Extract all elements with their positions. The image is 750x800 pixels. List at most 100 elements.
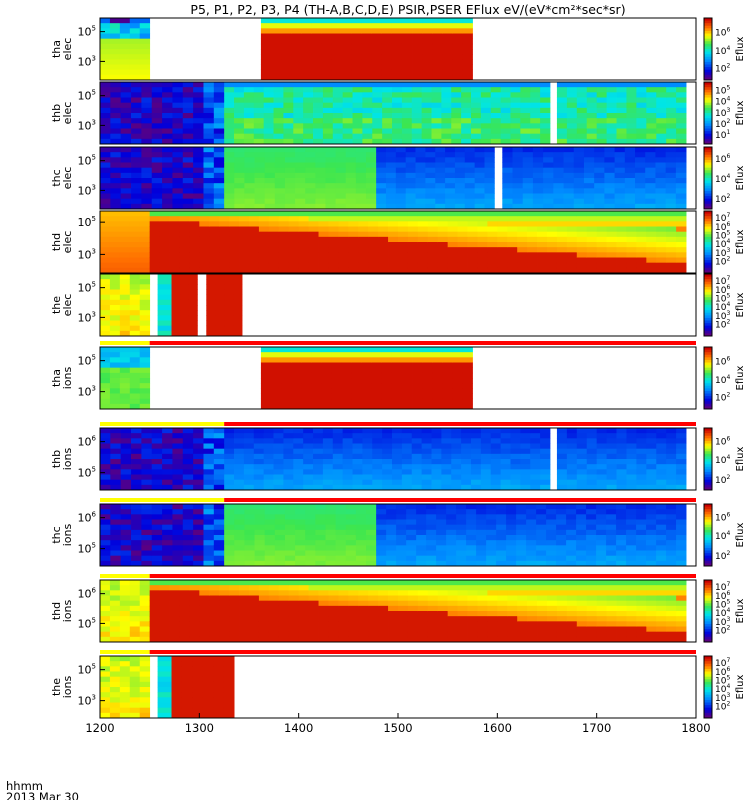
spectrogram-segment — [157, 274, 172, 337]
spectrogram-segment — [376, 504, 687, 567]
spectrogram-segment — [157, 656, 172, 719]
y-tick-label: 103 — [78, 54, 96, 68]
panel-frame — [99, 210, 697, 274]
y-tick-label: 106 — [78, 511, 97, 525]
colorbar-tick-label: 104 — [715, 45, 730, 57]
y-tick-label: 105 — [78, 89, 96, 103]
y-axis-label: thdions — [50, 599, 74, 622]
spectrogram-segment — [556, 82, 687, 145]
y-tick-label: 103 — [78, 118, 96, 132]
colorbar-tick-label: 102 — [715, 63, 730, 75]
y-axis-label: thbelec — [50, 102, 74, 125]
colorbar-tick-label: 106 — [715, 666, 730, 678]
colorbar-tick-label: 102 — [715, 474, 730, 486]
colorbar-tick-label: 103 — [715, 616, 730, 628]
colorbar-tick-label: 101 — [715, 129, 730, 141]
colorbar-tick-label: 103 — [715, 107, 730, 119]
panel-frame — [99, 273, 697, 337]
colorbar-tick-label: 103 — [715, 310, 730, 322]
colorbar-unit-label: Eflux — [735, 365, 746, 390]
y-tick-label: 105 — [78, 616, 96, 630]
y-tick-label: 103 — [78, 385, 96, 399]
colorbar-tick-label: 104 — [715, 454, 730, 466]
flag-bar-red — [149, 574, 696, 578]
colorbar-tick-label: 104 — [715, 607, 730, 619]
colorbar-tick-label: 104 — [715, 173, 730, 185]
colorbar-tick-label: 105 — [715, 293, 730, 305]
panel-tha-elec: 105 103 thaelec 106 104 102 Eflux — [50, 17, 746, 81]
colorbar-tick-label: 102 — [715, 118, 730, 130]
spectrogram-segment — [100, 347, 151, 410]
spectrogram-segment — [149, 211, 687, 274]
colorbar-tick-label: 106 — [715, 590, 730, 602]
spectrogram-segment — [100, 82, 225, 145]
panels-group: 105 103 thaelec 106 104 102 Eflux 105 103 thbelec… — [50, 17, 746, 719]
figure-title: P5, P1, P2, P3, P4 (TH-A,B,C,D,E) PSIR,P… — [190, 2, 625, 17]
spectrogram-segment — [376, 147, 495, 210]
spectrogram-segment — [224, 82, 551, 145]
y-axis-label: thaelec — [50, 38, 74, 61]
spectrogram-segment — [206, 274, 243, 337]
colorbar-tick-label: 106 — [715, 356, 730, 368]
colorbar-tick-label: 103 — [715, 247, 730, 259]
spectrogram-segment — [502, 147, 687, 210]
flag-bar-yellow — [100, 498, 225, 502]
panel-thb-ions: 106 105 thbions 106 104 102 Eflux — [50, 422, 746, 491]
y-tick-label: 105 — [78, 354, 96, 368]
x-tick-label: 1700 — [582, 721, 611, 735]
flag-bar-yellow — [100, 650, 150, 654]
y-tick-label: 105 — [78, 542, 96, 556]
colorbar-unit-label: Eflux — [735, 165, 746, 190]
colorbar-tick-label: 102 — [715, 392, 730, 404]
flag-bar-yellow — [100, 422, 225, 426]
colorbar-unit-label: Eflux — [735, 598, 746, 623]
colorbar-tick-label: 102 — [715, 550, 730, 562]
x-tick-label: 1400 — [284, 721, 313, 735]
spectrogram-segment — [260, 18, 473, 81]
colorbar-tick-label: 105 — [715, 230, 730, 242]
flag-bar-red — [149, 341, 696, 345]
flag-bar-red — [224, 498, 696, 502]
panel-frame — [99, 579, 697, 643]
y-tick-label: 106 — [78, 435, 97, 449]
y-axis-label: thcions — [50, 523, 74, 546]
colorbar-tick-label: 107 — [715, 275, 730, 287]
colorbar-tick-label: 103 — [715, 692, 730, 704]
colorbar-unit-label: Eflux — [735, 674, 746, 699]
panel-thc-ions: 106 105 thcions 106 104 102 Eflux — [50, 498, 746, 567]
colorbar-tick-label: 104 — [715, 301, 730, 313]
y-tick-label: 105 — [78, 25, 96, 39]
spectrogram-segment — [171, 274, 198, 337]
spectrogram-segment — [100, 18, 151, 81]
spectrogram-segment — [100, 274, 151, 337]
panel-frame — [99, 346, 697, 410]
colorbar-tick-label: 107 — [715, 657, 730, 669]
y-tick-label: 105 — [78, 281, 96, 295]
colorbar: 106 104 102 Eflux — [703, 346, 746, 410]
colorbar-unit-label: Eflux — [735, 446, 746, 471]
spectrogram-segment — [556, 428, 687, 491]
colorbar-tick-label: 106 — [715, 221, 730, 233]
colorbar-tick-label: 102 — [715, 701, 730, 713]
y-tick-label: 105 — [78, 466, 96, 480]
spectrogram-segment — [224, 428, 551, 491]
flag-bar-red — [149, 650, 696, 654]
colorbar-unit-label: Eflux — [735, 100, 746, 125]
y-axis-label: thaions — [50, 366, 74, 389]
colorbar-tick-label: 102 — [715, 256, 730, 268]
spectrogram-segment — [100, 580, 151, 643]
colorbar-tick-label: 104 — [715, 374, 730, 386]
panel-frame — [99, 81, 697, 145]
y-tick-label: 105 — [78, 663, 96, 677]
colorbar-tick-label: 102 — [715, 193, 730, 205]
colorbar-tick-label: 106 — [715, 284, 730, 296]
y-tick-label: 103 — [78, 183, 96, 197]
panel-frame — [99, 17, 697, 81]
